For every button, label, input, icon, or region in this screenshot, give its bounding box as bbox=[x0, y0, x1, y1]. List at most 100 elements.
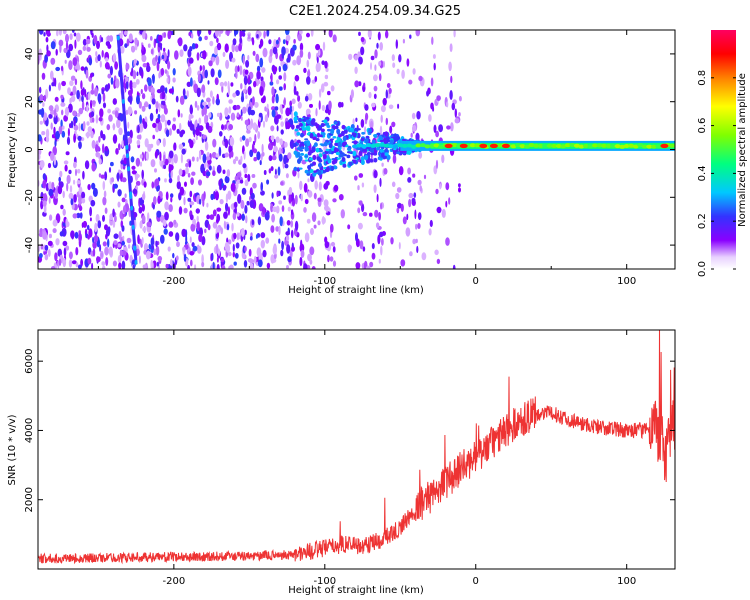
heatmap-noise-cell bbox=[226, 223, 230, 231]
heatmap-noise-cell bbox=[142, 62, 147, 68]
heatmap-noise-cell bbox=[276, 190, 279, 197]
heatmap-noise-cell bbox=[188, 57, 194, 64]
heatmap-noise-cell bbox=[114, 61, 118, 70]
heatmap-noise-cell bbox=[105, 257, 109, 266]
heatmap-noise-cell bbox=[129, 220, 132, 226]
heatmap-noise-cell bbox=[177, 175, 180, 182]
heatmap-noise-cell bbox=[260, 76, 264, 82]
heatmap-noise-cell bbox=[112, 260, 117, 267]
heatmap-noise-cell bbox=[82, 87, 85, 93]
heatmap-noise-cell bbox=[412, 124, 417, 132]
heatmap-turbulence-cell bbox=[304, 138, 309, 141]
heatmap-noise-cell bbox=[61, 80, 66, 87]
heatmap-noise-cell bbox=[222, 169, 226, 175]
heatmap-noise-cell bbox=[127, 121, 130, 129]
heatmap-noise-cell bbox=[219, 199, 224, 205]
heatmap-noise-cell bbox=[121, 250, 127, 257]
heatmap-noise-cell bbox=[171, 123, 177, 131]
heatmap-noise-cell bbox=[321, 217, 326, 224]
heatmap-noise-cell bbox=[95, 144, 99, 153]
heatmap-noise-cell bbox=[245, 215, 248, 224]
heatmap-noise-cell bbox=[318, 181, 322, 191]
heatmap-noise-cell bbox=[206, 202, 209, 208]
heatmap-noise-cell bbox=[225, 59, 230, 69]
heatmap-noise-cell bbox=[44, 244, 49, 251]
heatmap-noise-cell bbox=[323, 183, 329, 190]
heatmap-noise-cell bbox=[51, 181, 55, 190]
heatmap-noise-cell bbox=[216, 37, 219, 43]
heatmap-turbulence-cell bbox=[304, 159, 309, 162]
snr-panel: -200 -100 0 100 2000 4000 6000 Height of strai… bbox=[7, 329, 676, 596]
heatmap-noise-cell bbox=[239, 136, 243, 142]
heatmap-noise-cell bbox=[180, 113, 183, 118]
heatmap-carrier-cell bbox=[623, 144, 630, 148]
heatmap-noise-cell bbox=[280, 108, 284, 115]
heatmap-noise-cell bbox=[142, 264, 147, 269]
heatmap-noise-cell bbox=[239, 36, 243, 45]
heatmap-noise-cell bbox=[224, 124, 227, 130]
heatmap-noise-cell bbox=[117, 255, 122, 264]
heatmap-noise-cell bbox=[270, 225, 275, 233]
heatmap-noise-cell bbox=[141, 169, 144, 180]
heatmap-noise-cell bbox=[112, 208, 115, 218]
heatmap-streak-cell bbox=[127, 166, 131, 172]
heatmap-noise-cell bbox=[430, 102, 434, 110]
heatmap-noise-cell bbox=[268, 155, 273, 162]
heatmap-noise-cell bbox=[290, 229, 294, 239]
heatmap-noise-cell bbox=[223, 135, 226, 143]
heatmap-noise-cell bbox=[136, 95, 140, 105]
heatmap-noise-cell bbox=[251, 174, 256, 178]
heatmap-noise-cell bbox=[355, 262, 361, 269]
heatmap-noise-cell bbox=[239, 179, 244, 184]
heatmap-noise-cell bbox=[73, 32, 77, 37]
heatmap-noise-cell bbox=[84, 88, 87, 98]
heatmap-noise-cell bbox=[324, 205, 329, 211]
heatmap-turbulence-cell bbox=[361, 149, 366, 152]
heatmap-noise-cell bbox=[297, 101, 302, 109]
heatmap-noise-cell bbox=[291, 111, 294, 120]
heatmap-noise-cell bbox=[378, 211, 381, 221]
heatmap-noise-cell bbox=[378, 73, 382, 82]
heatmap-noise-cell bbox=[81, 95, 84, 103]
heatmap-noise-cell bbox=[262, 206, 266, 215]
heatmap-noise-cell bbox=[65, 33, 69, 43]
heatmap-noise-cell bbox=[50, 266, 56, 269]
heatmap-noise-cell bbox=[123, 78, 126, 88]
heatmap-noise-cell bbox=[121, 177, 127, 183]
heatmap-noise-cell bbox=[317, 220, 321, 226]
heatmap-noise-cell bbox=[228, 239, 232, 245]
heatmap-noise-cell bbox=[299, 180, 303, 191]
heatmap-noise-cell bbox=[386, 83, 391, 88]
heatmap-noise-cell bbox=[387, 92, 391, 99]
heatmap-noise-cell bbox=[104, 146, 109, 152]
heatmap-noise-cell bbox=[361, 203, 365, 213]
heatmap-noise-cell bbox=[72, 213, 78, 219]
heatmap-noise-cell bbox=[139, 114, 143, 125]
heatmap-noise-cell bbox=[432, 54, 436, 59]
heatmap-noise-cell bbox=[453, 30, 456, 38]
heatmap-turbulence-cell bbox=[373, 134, 377, 137]
heatmap-noise-cell bbox=[202, 50, 207, 60]
heatmap-noise-cell bbox=[149, 112, 154, 122]
heatmap-noise-cell bbox=[128, 143, 131, 152]
heatmap-noise-cell bbox=[292, 59, 297, 66]
heatmap-noise-cell bbox=[99, 108, 104, 118]
heatmap-noise-cell bbox=[126, 237, 132, 244]
heatmap-noise-cell bbox=[115, 148, 119, 155]
heatmap-noise-cell bbox=[98, 136, 101, 143]
heatmap-noise-cell bbox=[145, 250, 151, 260]
heatmap-noise-cell bbox=[60, 65, 64, 72]
heatmap-noise-cell bbox=[77, 264, 82, 269]
heatmap-noise-cell bbox=[125, 109, 129, 116]
colorbar-tick-label: 0.8 bbox=[697, 70, 708, 86]
heatmap-noise-cell bbox=[134, 110, 138, 115]
heatmap-noise-cell bbox=[283, 72, 287, 82]
heatmap-noise-cell bbox=[284, 163, 289, 169]
heatmap-noise-cell bbox=[187, 197, 192, 202]
heatmap-noise-cell bbox=[202, 65, 206, 72]
heatmap-noise-cell bbox=[228, 106, 232, 114]
heatmap-noise-cell bbox=[183, 207, 188, 214]
heatmap-noise-cell bbox=[146, 221, 152, 228]
heatmap-noise-cell bbox=[287, 152, 292, 160]
heatmap-noise-cell bbox=[307, 253, 312, 262]
